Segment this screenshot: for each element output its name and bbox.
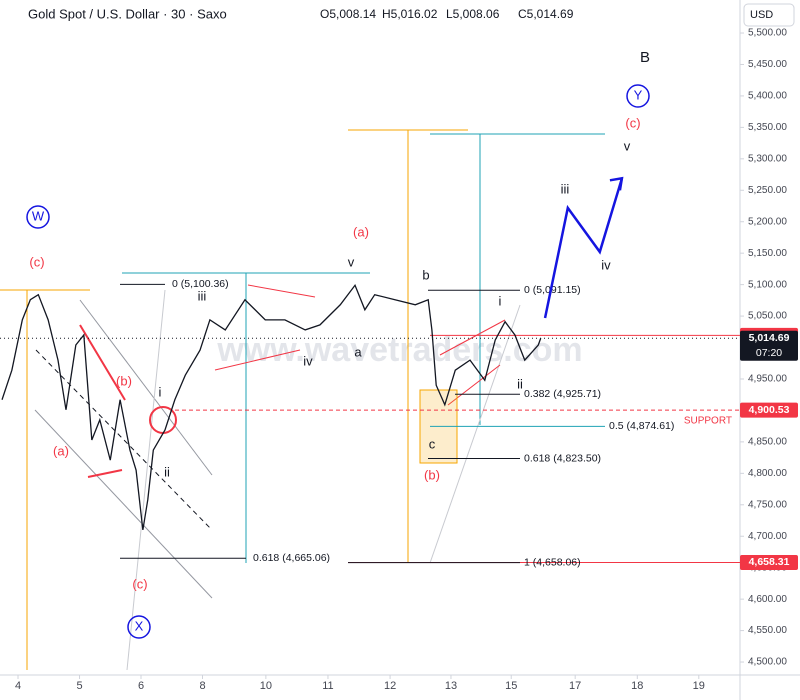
wave-label: W xyxy=(32,208,45,223)
price-tag-label: 4,658.31 xyxy=(749,556,790,568)
y-tick-label: 5,450.00 xyxy=(748,59,787,70)
watermark: www.wavetraders.com xyxy=(216,331,582,369)
wave-label: iii xyxy=(198,288,207,303)
x-tick-label: 10 xyxy=(260,680,272,692)
wave-label: i xyxy=(499,293,502,308)
currency[interactable]: USD xyxy=(750,9,773,21)
wave-label: iv xyxy=(601,257,611,272)
x-tick-label: 13 xyxy=(445,680,457,692)
ohlc: C5,014.69 xyxy=(518,7,574,21)
wave-label: v xyxy=(348,254,355,269)
y-tick-label: 5,500.00 xyxy=(748,28,787,39)
y-tick-label: 4,550.00 xyxy=(748,625,787,636)
fib-label: 0.5 (4,874.61) xyxy=(609,420,674,432)
y-tick-label: 4,850.00 xyxy=(748,437,787,448)
wave-label: iii xyxy=(561,181,570,196)
x-tick-label: 12 xyxy=(384,680,396,692)
x-tick-label: 8 xyxy=(199,680,205,692)
currency-button[interactable] xyxy=(743,3,795,27)
ohlc: O5,008.14 xyxy=(320,7,376,21)
price-tag xyxy=(740,554,798,570)
wave-label: a xyxy=(354,344,362,359)
x-tick-label: 18 xyxy=(631,680,643,692)
y-tick-label: 5,300.00 xyxy=(748,153,787,164)
support-label: SUPPORT xyxy=(684,416,732,427)
wave-label: (c) xyxy=(29,254,44,269)
wave-label: b xyxy=(422,267,429,282)
x-tick-label: 17 xyxy=(569,680,581,692)
fib-label: 0.618 (4,823.50) xyxy=(524,452,601,464)
wave-label: (b) xyxy=(116,373,132,388)
fib-label: 0.382 (4,925.71) xyxy=(524,388,601,400)
wave-label: ii xyxy=(164,464,170,479)
fib-label: 0 (5,100.36) xyxy=(172,278,229,290)
y-tick-label: 5,050.00 xyxy=(748,311,787,322)
wave-circle xyxy=(626,84,650,108)
wave-label: iv xyxy=(303,353,313,368)
y-tick-label: 5,200.00 xyxy=(748,216,787,227)
fib-label: 1 (4,658.06) xyxy=(524,556,581,568)
x-tick-label: 15 xyxy=(505,680,517,692)
y-tick-label: 5,100.00 xyxy=(748,279,787,290)
wave-label: v xyxy=(624,138,631,153)
y-tick-label: 4,950.00 xyxy=(748,374,787,385)
wave-label: X xyxy=(135,618,144,633)
projection xyxy=(543,177,624,319)
y-tick-label: 4,800.00 xyxy=(748,468,787,479)
price-line-series xyxy=(1,283,542,531)
y-tick-label: 4,700.00 xyxy=(748,531,787,542)
wave-label: Y xyxy=(634,87,643,102)
y-tick-label: 4,500.00 xyxy=(748,657,787,668)
wave-label: (b) xyxy=(424,467,440,482)
y-tick-label: 5,250.00 xyxy=(748,185,787,196)
wave-label: i xyxy=(159,384,162,399)
wave-circle xyxy=(26,205,50,229)
price-tag xyxy=(740,330,798,361)
price-tag-label: 4,900.53 xyxy=(749,404,790,416)
symbol: Gold Spot / U.S. Dollar · 30 · Saxo xyxy=(28,6,227,21)
wave-label: ii xyxy=(517,376,523,391)
arrow-head xyxy=(609,176,624,191)
ohlc: H5,016.02 xyxy=(382,7,438,21)
wave-label: (a) xyxy=(353,224,369,239)
wave-label: (c) xyxy=(132,576,147,591)
wave-label: (c) xyxy=(625,115,640,130)
wave-circle xyxy=(127,615,151,639)
price-tag-label: 5,014.69 xyxy=(749,332,790,344)
x-tick-label: 11 xyxy=(322,680,333,692)
wave-label: B xyxy=(640,49,650,66)
y-tick-label: 4,750.00 xyxy=(748,499,787,510)
fib-label: 0.618 (4,665.06) xyxy=(253,552,330,564)
y-tick-label: 5,400.00 xyxy=(748,91,787,102)
x-tick-label: 6 xyxy=(138,680,144,692)
x-tick-label: 4 xyxy=(15,680,21,692)
wave-label: (a) xyxy=(53,443,69,458)
y-tick-label: 5,350.00 xyxy=(748,122,787,133)
y-tick-label: 5,150.00 xyxy=(748,248,787,259)
ohlc: L5,008.06 xyxy=(446,7,500,21)
x-tick-label: 5 xyxy=(76,680,82,692)
x-tick-label: 19 xyxy=(693,680,705,692)
wave-label: c xyxy=(429,436,436,451)
y-tick-label: 4,600.00 xyxy=(748,594,787,605)
price-tag xyxy=(740,402,798,418)
countdown: 07:20 xyxy=(756,347,782,359)
fib-label: 0 (5,091.15) xyxy=(524,284,581,296)
